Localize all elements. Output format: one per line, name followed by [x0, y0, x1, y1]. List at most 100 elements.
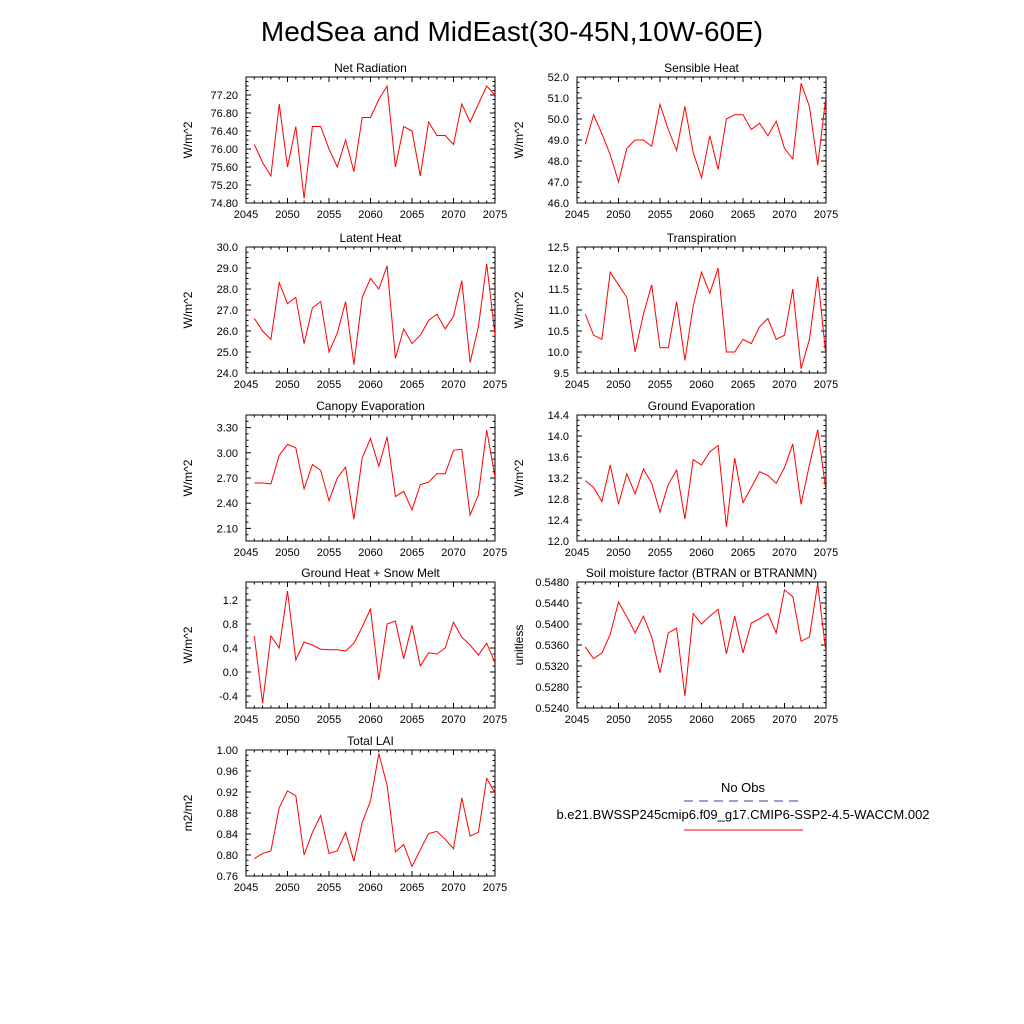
y-tick-label: 0.5400	[535, 619, 569, 631]
x-tick-label: 2055	[317, 379, 341, 391]
y-tick-label: 14.0	[548, 431, 569, 443]
y-axis-label: W/m^2	[181, 459, 195, 496]
y-tick-label: 14.4	[548, 410, 569, 422]
y-tick-label: 13.6	[548, 452, 569, 464]
x-tick-label: 2065	[731, 379, 755, 391]
y-tick-label: 1.2	[223, 595, 238, 607]
x-tick-label: 2070	[772, 547, 796, 559]
plot-frame	[576, 76, 827, 204]
y-axis-label: W/m^2	[181, 121, 195, 158]
y-tick-label: 0.92	[217, 787, 238, 799]
x-tick-label: 2065	[731, 209, 755, 221]
y-tick-label: 26.0	[217, 326, 238, 338]
series-line	[584, 267, 826, 369]
x-tick-label: 2075	[483, 882, 507, 894]
x-tick-label: 2070	[441, 379, 465, 391]
y-tick-label: 0.76	[217, 871, 238, 883]
x-tick-label: 2050	[275, 547, 299, 559]
x-tick-label: 2060	[358, 379, 382, 391]
plot-frame	[576, 414, 827, 542]
panel-soil-moisture-factor-btran-or-btranmn: Soil moisture factor (BTRAN or BTRANMN) u…	[512, 566, 838, 726]
panel-title: Ground Heat + Snow Melt	[301, 566, 440, 580]
x-tick-label: 2045	[565, 379, 589, 391]
legend-case-label: b.e21.BWSSP245cmip6.f09_g17.CMIP6-SSP2-4…	[556, 807, 929, 822]
y-tick-label: 47.0	[548, 177, 569, 189]
x-tick-label: 2050	[606, 209, 630, 221]
y-tick-label: 10.5	[548, 326, 569, 338]
x-tick-label: 2075	[483, 209, 507, 221]
x-tick-label: 2070	[772, 714, 796, 726]
y-tick-label: 76.80	[210, 108, 238, 120]
x-tick-label: 2070	[772, 209, 796, 221]
panel-transpiration: Transpiration W/m^2 2045 2050 2055 2060 2065 20…	[512, 231, 838, 391]
y-tick-label: 11.0	[548, 305, 569, 317]
x-tick-label: 2060	[689, 714, 713, 726]
panel-ground-evaporation: Ground Evaporation W/m^2 2045 2050 2055 2060 2…	[512, 399, 838, 559]
x-tick-label: 2065	[400, 714, 424, 726]
y-tick-label: 29.0	[217, 263, 238, 275]
x-tick-label: 2075	[483, 379, 507, 391]
y-tick-label: 13.2	[548, 473, 569, 485]
panel-title: Soil moisture factor (BTRAN or BTRANMN)	[586, 566, 817, 580]
y-tick-label: 74.80	[210, 198, 238, 210]
x-tick-label: 2055	[317, 209, 341, 221]
y-axis-label: W/m^2	[512, 121, 526, 158]
x-tick-label: 2075	[483, 714, 507, 726]
x-tick-label: 2055	[317, 714, 341, 726]
y-tick-label: 0.88	[217, 808, 238, 820]
y-tick-label: 27.0	[217, 305, 238, 317]
panel-title: Net Radiation	[334, 61, 407, 75]
x-tick-label: 2060	[358, 547, 382, 559]
y-axis-label: W/m^2	[181, 626, 195, 663]
plot-frame	[245, 749, 496, 877]
plot-frame	[245, 76, 496, 204]
y-tick-label: 30.0	[217, 242, 238, 254]
panel-ground-heat-snow-melt: Ground Heat + Snow Melt W/m^2 2045 2050 2055…	[181, 566, 507, 726]
x-tick-label: 2045	[565, 714, 589, 726]
y-tick-label: 75.20	[210, 180, 238, 192]
y-tick-label: 76.40	[210, 126, 238, 138]
series-line	[253, 263, 495, 365]
plot-frame	[245, 581, 496, 709]
y-tick-label: 0.96	[217, 766, 238, 778]
x-tick-label: 2045	[234, 714, 258, 726]
y-tick-label: 11.5	[548, 284, 569, 296]
y-axis-label: W/m^2	[512, 291, 526, 328]
y-tick-label: 3.30	[217, 423, 238, 435]
y-tick-label: 75.60	[210, 162, 238, 174]
panel-title: Canopy Evaporation	[316, 399, 425, 413]
x-tick-label: 2055	[317, 547, 341, 559]
x-tick-label: 2050	[606, 547, 630, 559]
y-tick-label: 28.0	[217, 284, 238, 296]
x-tick-label: 2075	[814, 547, 838, 559]
plot-frame	[245, 246, 496, 374]
y-tick-label: 0.8	[223, 619, 238, 631]
panel-total-lai: Total LAI m2/m2 2045 2050 2055 2060 2065 2070 20…	[181, 734, 507, 894]
x-tick-label: 2055	[648, 379, 672, 391]
x-tick-label: 2070	[441, 547, 465, 559]
legend: No Obs b.e21.BWSSP245cmip6.f09_g17.CMIP6…	[556, 780, 930, 831]
x-tick-label: 2070	[441, 882, 465, 894]
legend-obs-label: No Obs	[721, 780, 766, 795]
y-tick-label: 77.20	[210, 90, 238, 102]
y-tick-label: 12.8	[548, 494, 569, 506]
y-tick-label: 10.0	[548, 347, 569, 359]
x-tick-label: 2055	[648, 547, 672, 559]
x-tick-label: 2070	[441, 714, 465, 726]
panel-canopy-evaporation: Canopy Evaporation W/m^2 2045 2050 2055 2060 2…	[181, 399, 507, 559]
y-tick-label: 24.0	[217, 368, 238, 380]
x-tick-label: 2050	[275, 714, 299, 726]
x-tick-label: 2045	[565, 209, 589, 221]
y-tick-label: 49.0	[548, 135, 569, 147]
x-tick-label: 2050	[606, 714, 630, 726]
y-tick-label: 0.5280	[535, 682, 569, 694]
panels: Net Radiation W/m^2 2045 2050 2055 2060 2065 20…	[181, 61, 838, 894]
x-tick-label: 2055	[648, 714, 672, 726]
x-tick-label: 2060	[358, 209, 382, 221]
x-tick-label: 2050	[275, 379, 299, 391]
series-line	[584, 429, 826, 527]
y-tick-label: 2.40	[217, 498, 238, 510]
figure-title: MedSea and MidEast(30-45N,10W-60E)	[261, 16, 763, 47]
plot-frame	[245, 414, 496, 542]
